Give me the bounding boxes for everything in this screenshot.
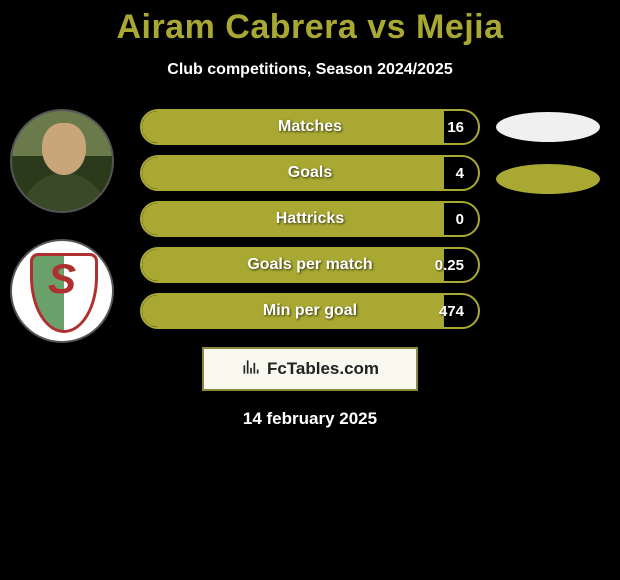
stat-bar: Hattricks0 <box>140 201 480 237</box>
stat-bars: Matches16 Goals4 Hattricks0 Goals per match… <box>140 109 480 329</box>
stat-bar: Goals4 <box>140 155 480 191</box>
subtitle: Club competitions, Season 2024/2025 <box>0 61 620 79</box>
brand-badge[interactable]: FcTables.com <box>202 347 418 391</box>
bar-chart-icon <box>241 357 261 382</box>
stat-bar-value: 474 <box>439 295 464 327</box>
stat-bar: Goals per match0.25 <box>140 247 480 283</box>
club-crest-avatar: S <box>10 239 114 343</box>
stat-bar: Matches16 <box>140 109 480 145</box>
comparison-ellipse <box>496 164 600 194</box>
stat-bar-value: 4 <box>456 157 464 189</box>
page-title: Airam Cabrera vs Mejia <box>0 8 620 47</box>
date-text: 14 february 2025 <box>0 409 620 429</box>
stat-bar-label: Hattricks <box>142 203 478 235</box>
player-avatar-1 <box>10 109 114 213</box>
stat-bar-label: Min per goal <box>142 295 478 327</box>
stat-bar-label: Goals <box>142 157 478 189</box>
stat-bar: Min per goal474 <box>140 293 480 329</box>
stat-bar-label: Matches <box>142 111 478 143</box>
stat-bar-value: 0.25 <box>435 249 464 281</box>
comparison-content: S Matches16Goals4Hattricks0Goals per mat… <box>0 109 620 329</box>
brand-text: FcTables.com <box>267 359 379 379</box>
comparison-ellipse <box>496 112 600 142</box>
stat-bar-value: 0 <box>456 203 464 235</box>
stat-bar-value: 16 <box>447 111 464 143</box>
header: Airam Cabrera vs Mejia <box>0 0 620 47</box>
stat-bar-label: Goals per match <box>142 249 478 281</box>
